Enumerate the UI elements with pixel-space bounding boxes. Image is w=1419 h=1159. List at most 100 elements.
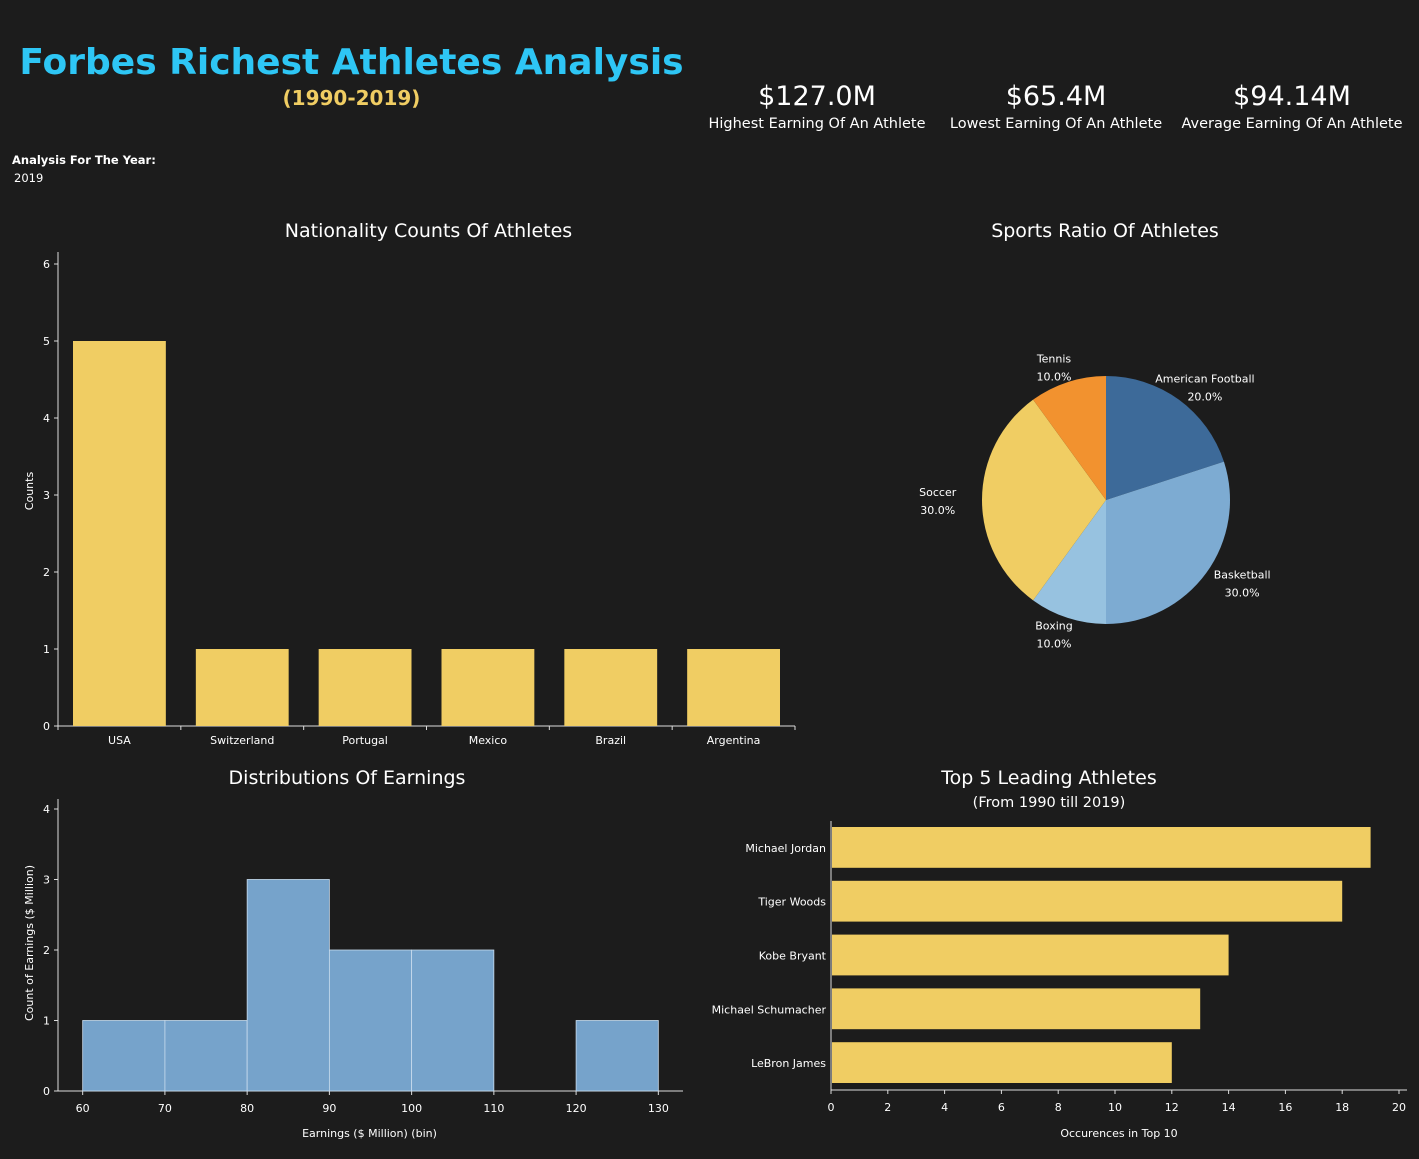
y-tick-label: 1 (43, 1015, 50, 1028)
y-tick-label: Michael Jordan (745, 842, 826, 855)
x-tick-label: 18 (1335, 1101, 1349, 1114)
x-tick-label: 120 (566, 1102, 587, 1115)
x-tick-label: 16 (1278, 1101, 1292, 1114)
pie-slice (1033, 376, 1106, 500)
pie-slice (981, 399, 1106, 601)
pie-slice-percent: 20.0% (1187, 391, 1222, 404)
y-tick-label: 3 (43, 489, 50, 502)
kpi-value: $65.4M (1005, 81, 1107, 112)
x-tick-label: 6 (998, 1101, 1005, 1114)
y-tick-label: 2 (43, 944, 50, 957)
x-tick-label: 4 (941, 1101, 948, 1114)
x-tick-label: Portugal (342, 734, 388, 747)
histogram-bar (411, 949, 495, 1092)
histogram-bar (246, 879, 330, 1092)
pie-slice (1033, 500, 1106, 624)
y-tick-label: Kobe Bryant (759, 950, 827, 963)
x-axis-label: Occurences in Top 10 (1060, 1127, 1177, 1140)
x-tick-label: 130 (648, 1102, 669, 1115)
x-tick-label: 70 (158, 1102, 172, 1115)
kpi-highest-earning: $127.0M Highest Earning Of An Athlete (697, 80, 937, 132)
y-tick-label: 3 (43, 874, 50, 887)
pie-slice-percent: 10.0% (1037, 371, 1072, 384)
x-tick-label: 8 (1055, 1101, 1062, 1114)
bar (832, 827, 1371, 868)
bar (441, 649, 535, 726)
histogram-bar (82, 1020, 166, 1092)
bar (687, 649, 780, 726)
x-tick-label: 10 (1108, 1101, 1122, 1114)
kpi-label: Average Earning Of An Athlete (1181, 116, 1403, 132)
pie-slice-label: American Football (1155, 373, 1254, 386)
x-tick-label: Mexico (469, 734, 508, 747)
x-tick-label: 12 (1165, 1101, 1179, 1114)
y-tick-label: LeBron James (751, 1057, 826, 1070)
x-tick-label: 60 (76, 1102, 90, 1115)
pie-slice (1106, 461, 1230, 624)
kpi-average-earning: $94.14M Average Earning Of An Athlete (1172, 80, 1412, 132)
y-tick-label: 4 (43, 803, 50, 816)
bar (73, 341, 166, 726)
x-tick-label: 90 (322, 1102, 336, 1115)
bar (832, 1042, 1172, 1083)
x-tick-label: 2 (884, 1101, 891, 1114)
chart-title: Nationality Counts Of Athletes (285, 220, 572, 242)
chart-title: Sports Ratio Of Athletes (991, 220, 1219, 242)
x-tick-label: USA (108, 734, 131, 747)
pie-slice-label: Soccer (919, 486, 957, 499)
pie-slice-label: Tennis (1036, 353, 1072, 366)
x-tick-label: 0 (828, 1101, 835, 1114)
x-tick-label: 14 (1222, 1101, 1236, 1114)
y-tick-label: Michael Schumacher (712, 1003, 827, 1016)
pie-slice-percent: 30.0% (920, 504, 955, 517)
kpi-label: Lowest Earning Of An Athlete (949, 116, 1163, 132)
x-tick-label: 100 (401, 1102, 422, 1115)
y-tick-label: 6 (43, 258, 50, 271)
y-tick-label: 1 (43, 643, 50, 656)
kpi-lowest-earning: $65.4M Lowest Earning Of An Athlete (936, 80, 1176, 132)
x-tick-label: Switzerland (210, 734, 274, 747)
pie-slice (1106, 376, 1224, 500)
x-tick-label: Argentina (707, 734, 761, 747)
y-axis-label: Counts (23, 472, 36, 511)
pie-slice-label: Boxing (1035, 619, 1072, 632)
y-tick-label: Tiger Woods (757, 896, 826, 909)
x-tick-label: 110 (483, 1102, 504, 1115)
bar (318, 649, 412, 726)
pie-slice-percent: 30.0% (1225, 586, 1260, 599)
pie-slice-percent: 10.0% (1037, 637, 1072, 650)
y-tick-label: 0 (43, 720, 50, 733)
x-tick-label: Brazil (595, 734, 626, 747)
histogram-bar (164, 1020, 248, 1092)
chart-title: Top 5 Leading Athletes (940, 767, 1156, 789)
chart-title: Distributions Of Earnings (229, 767, 466, 789)
x-tick-label: 20 (1392, 1101, 1406, 1114)
x-axis-label: Earnings ($ Million) (bin) (302, 1127, 437, 1140)
bar (832, 880, 1343, 922)
year-filter-label: Analysis For The Year: (12, 153, 156, 167)
pie-slice-label: Basketball (1214, 568, 1271, 581)
kpi-value: $94.14M (1233, 81, 1351, 112)
dashboard-subtitle: (1990-2019) (282, 86, 421, 110)
histogram-bar (575, 1020, 659, 1092)
kpi-value: $127.0M (758, 81, 876, 112)
nationality-chart: Nationality Counts Of Athletes 0 1 2 3 4 5 6 Cou… (23, 220, 796, 747)
bar (832, 988, 1201, 1030)
year-filter-value[interactable]: 2019 (14, 171, 44, 185)
y-tick-label: 5 (43, 335, 50, 348)
bar (564, 649, 658, 726)
y-axis-label: Count of Earnings ($ Million) (23, 865, 36, 1021)
y-tick-label: 2 (43, 566, 50, 579)
y-tick-label: 4 (43, 412, 50, 425)
x-tick-label: 80 (240, 1102, 254, 1115)
bar (195, 649, 289, 726)
earnings-histogram: Distributions Of Earnings 0 1 2 3 4 60 70 80 90 10… (23, 767, 683, 1140)
chart-subtitle: (From 1990 till 2019) (973, 795, 1126, 811)
dashboard-title: Forbes Richest Athletes Analysis (19, 42, 684, 83)
top-athletes-chart: Top 5 Leading Athletes (From 1990 till 20… (712, 767, 1407, 1140)
sports-pie-chart: Sports Ratio Of Athletes American Footbal… (919, 220, 1270, 650)
kpi-label: Highest Earning Of An Athlete (708, 116, 926, 132)
histogram-bar (328, 949, 413, 1092)
y-tick-label: 0 (43, 1085, 50, 1098)
